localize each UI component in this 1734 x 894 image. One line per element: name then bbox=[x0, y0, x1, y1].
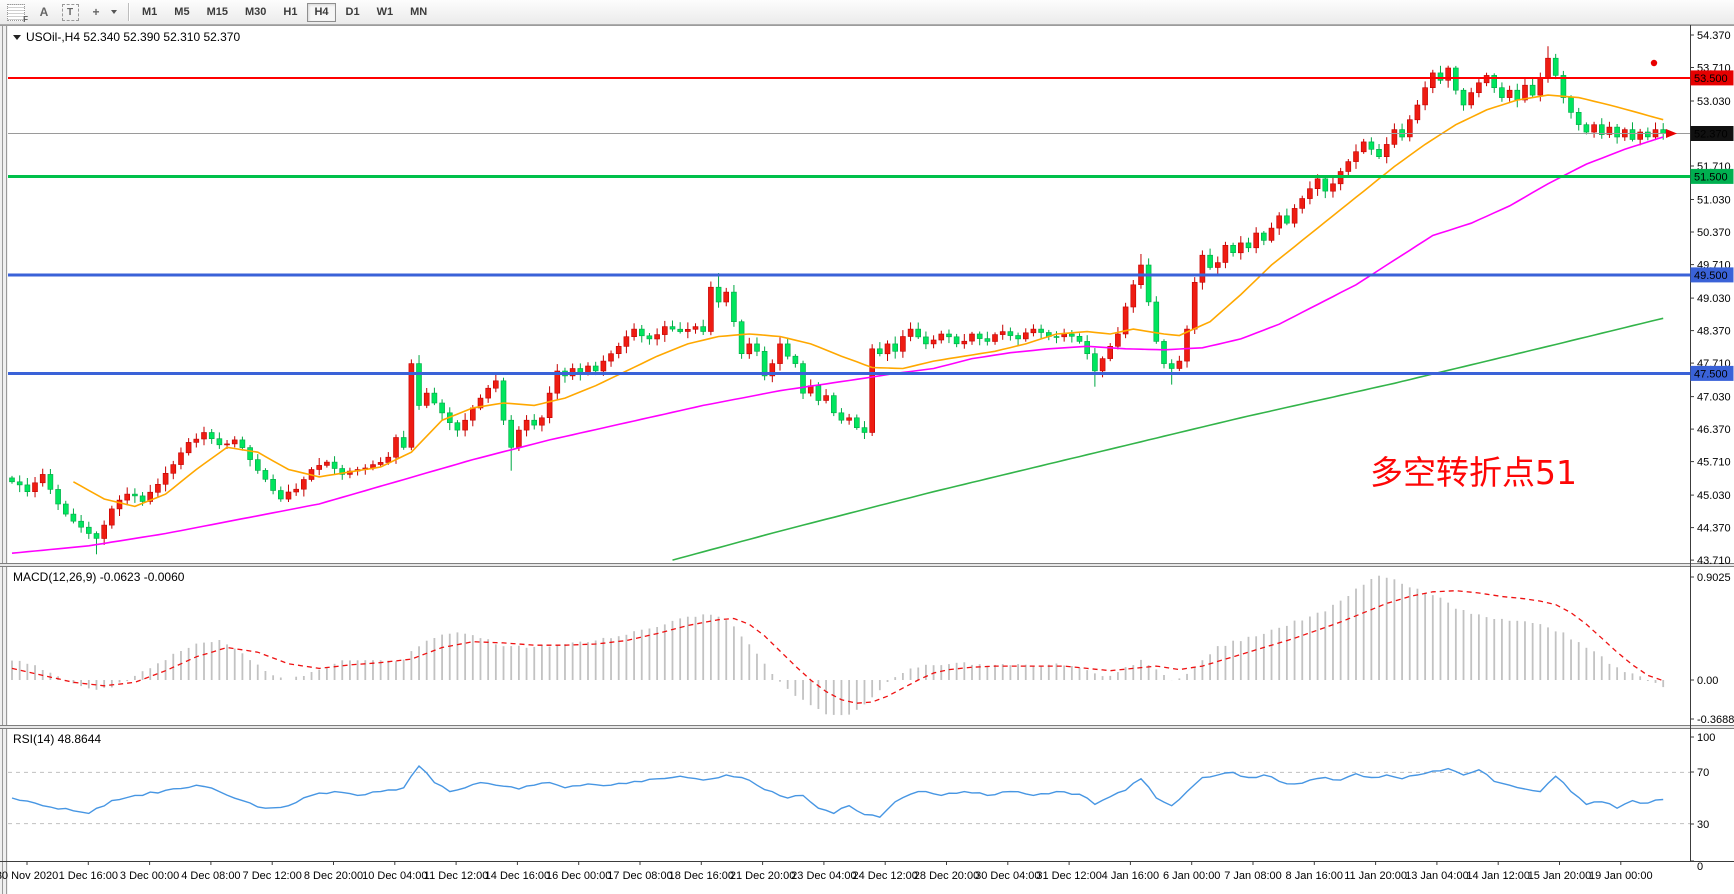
timeframe-m30-button[interactable]: M30 bbox=[238, 3, 273, 22]
text-label-icon: A bbox=[39, 5, 49, 19]
svg-text:4 Dec 08:00: 4 Dec 08:00 bbox=[181, 870, 240, 882]
macd-panel bbox=[11, 575, 1665, 716]
ma-green bbox=[672, 317, 1664, 561]
chart-annotation-text: 多空转折点51 bbox=[1370, 453, 1577, 492]
svg-text:48.370: 48.370 bbox=[1697, 326, 1731, 338]
timeframe-h1-button[interactable]: H1 bbox=[276, 3, 304, 22]
timeframe-d1-button[interactable]: D1 bbox=[339, 3, 367, 22]
svg-text:50.370: 50.370 bbox=[1697, 227, 1731, 239]
ma-orange bbox=[73, 94, 1664, 508]
toolbar-separator bbox=[128, 3, 130, 21]
timeframe-h4-button[interactable]: H4 bbox=[307, 2, 336, 22]
svg-text:51.030: 51.030 bbox=[1697, 195, 1731, 207]
svg-text:19 Jan 00:00: 19 Jan 00:00 bbox=[1589, 870, 1653, 882]
rsi-indicator-label: RSI(14) 48.8644 bbox=[13, 732, 102, 746]
cursor-mode-button[interactable]: + bbox=[84, 1, 108, 23]
svg-text:70: 70 bbox=[1697, 767, 1709, 779]
chart-title: USOil-,H4 52.340 52.390 52.310 52.370 bbox=[13, 30, 240, 44]
grid-f-label: F bbox=[23, 14, 28, 24]
svg-text:7 Dec 12:00: 7 Dec 12:00 bbox=[243, 870, 302, 882]
svg-text:45.030: 45.030 bbox=[1697, 490, 1731, 502]
svg-text:47.030: 47.030 bbox=[1697, 392, 1731, 404]
svg-text:10 Dec 04:00: 10 Dec 04:00 bbox=[362, 870, 427, 882]
svg-text:8 Jan 16:00: 8 Jan 16:00 bbox=[1286, 870, 1344, 882]
svg-text:31 Dec 12:00: 31 Dec 12:00 bbox=[1036, 870, 1101, 882]
svg-text:11 Jan 20:00: 11 Jan 20:00 bbox=[1344, 870, 1407, 882]
svg-text:0.9025: 0.9025 bbox=[1697, 572, 1731, 584]
svg-text:7 Jan 08:00: 7 Jan 08:00 bbox=[1224, 870, 1282, 882]
svg-text:49.030: 49.030 bbox=[1697, 293, 1731, 305]
svg-text:11 Dec 12:00: 11 Dec 12:00 bbox=[424, 870, 489, 882]
text-box-tool-button[interactable]: T bbox=[58, 1, 82, 23]
dropdown-caret-icon[interactable] bbox=[111, 10, 117, 14]
svg-text:15 Jan 20:00: 15 Jan 20:00 bbox=[1528, 870, 1592, 882]
svg-text:23 Dec 04:00: 23 Dec 04:00 bbox=[791, 870, 856, 882]
svg-text:0.00: 0.00 bbox=[1697, 675, 1718, 687]
svg-text:30 Nov 2020: 30 Nov 2020 bbox=[0, 870, 58, 882]
svg-text:53.500: 53.500 bbox=[1694, 73, 1728, 85]
svg-text:6 Jan 00:00: 6 Jan 00:00 bbox=[1163, 870, 1221, 882]
svg-text:51.500: 51.500 bbox=[1694, 171, 1728, 183]
svg-text:4 Jan 16:00: 4 Jan 16:00 bbox=[1102, 870, 1160, 882]
cursor-mode-icon: + bbox=[92, 5, 100, 19]
svg-text:3 Dec 00:00: 3 Dec 00:00 bbox=[120, 870, 179, 882]
svg-text:18 Dec 16:00: 18 Dec 16:00 bbox=[669, 870, 734, 882]
symbol-dropdown-icon[interactable] bbox=[13, 34, 21, 40]
timeframe-mn-button[interactable]: MN bbox=[403, 3, 434, 22]
timeframe-m1-button[interactable]: M1 bbox=[135, 3, 164, 22]
svg-text:47.500: 47.500 bbox=[1694, 368, 1728, 380]
svg-text:100: 100 bbox=[1697, 732, 1715, 744]
macd-indicator-label: MACD(12,26,9) -0.0623 -0.0060 bbox=[13, 570, 185, 584]
svg-text:17 Dec 08:00: 17 Dec 08:00 bbox=[607, 870, 672, 882]
rsi-panel bbox=[8, 764, 1690, 825]
toolbar: F A T + M1 M5 M15 M30 H1 H4 D1 W1 MN bbox=[0, 0, 1734, 25]
chart-frame bbox=[0, 25, 1734, 894]
markers bbox=[1650, 59, 1677, 139]
svg-text:54.370: 54.370 bbox=[1697, 30, 1731, 42]
svg-text:44.370: 44.370 bbox=[1697, 523, 1731, 535]
time-axis: 30 Nov 2020 1 Dec 16:00 3 Dec 00:00 4 Dec 0… bbox=[0, 861, 1653, 882]
chart-title-text: USOil-,H4 52.340 52.390 52.310 52.370 bbox=[26, 30, 241, 44]
price-badges: 53.500 52.370 51.500 49.500 47.500 bbox=[1690, 70, 1734, 381]
svg-text:21 Dec 20:00: 21 Dec 20:00 bbox=[730, 870, 795, 882]
svg-text:46.370: 46.370 bbox=[1697, 424, 1731, 436]
grid-icon: F bbox=[7, 3, 28, 24]
svg-text:14 Jan 12:00: 14 Jan 12:00 bbox=[1466, 870, 1530, 882]
svg-text:0: 0 bbox=[1697, 861, 1703, 873]
timeframe-m15-button[interactable]: M15 bbox=[200, 3, 235, 22]
grid-tool-button[interactable]: F bbox=[5, 1, 30, 24]
svg-text:8 Dec 20:00: 8 Dec 20:00 bbox=[304, 870, 363, 882]
price-axis: 54.37053.71053.03052.37051.71051.03050.3… bbox=[1690, 30, 1734, 873]
svg-text:53.030: 53.030 bbox=[1697, 96, 1731, 108]
text-label-tool-button[interactable]: A bbox=[32, 1, 56, 23]
svg-text:28 Dec 20:00: 28 Dec 20:00 bbox=[914, 870, 979, 882]
ma-magenta bbox=[11, 136, 1664, 554]
svg-text:49.500: 49.500 bbox=[1694, 270, 1728, 282]
svg-text:1 Dec 16:00: 1 Dec 16:00 bbox=[59, 870, 118, 882]
svg-text:45.710: 45.710 bbox=[1697, 457, 1731, 469]
svg-text:52.370: 52.370 bbox=[1694, 129, 1728, 141]
horizontal-lines bbox=[8, 76, 1690, 375]
text-box-icon: T bbox=[61, 3, 79, 21]
svg-text:14 Dec 16:00: 14 Dec 16:00 bbox=[485, 870, 550, 882]
svg-text:13 Jan 04:00: 13 Jan 04:00 bbox=[1405, 870, 1469, 882]
svg-text:-0.3688: -0.3688 bbox=[1697, 714, 1734, 726]
svg-text:16 Dec 00:00: 16 Dec 00:00 bbox=[546, 870, 611, 882]
timeframe-m5-button[interactable]: M5 bbox=[167, 3, 196, 22]
svg-text:30: 30 bbox=[1697, 819, 1709, 831]
svg-text:30 Dec 04:00: 30 Dec 04:00 bbox=[975, 870, 1040, 882]
svg-text:24 Dec 12:00: 24 Dec 12:00 bbox=[852, 870, 917, 882]
svg-text:43.710: 43.710 bbox=[1697, 555, 1731, 567]
timeframe-w1-button[interactable]: W1 bbox=[370, 3, 401, 22]
